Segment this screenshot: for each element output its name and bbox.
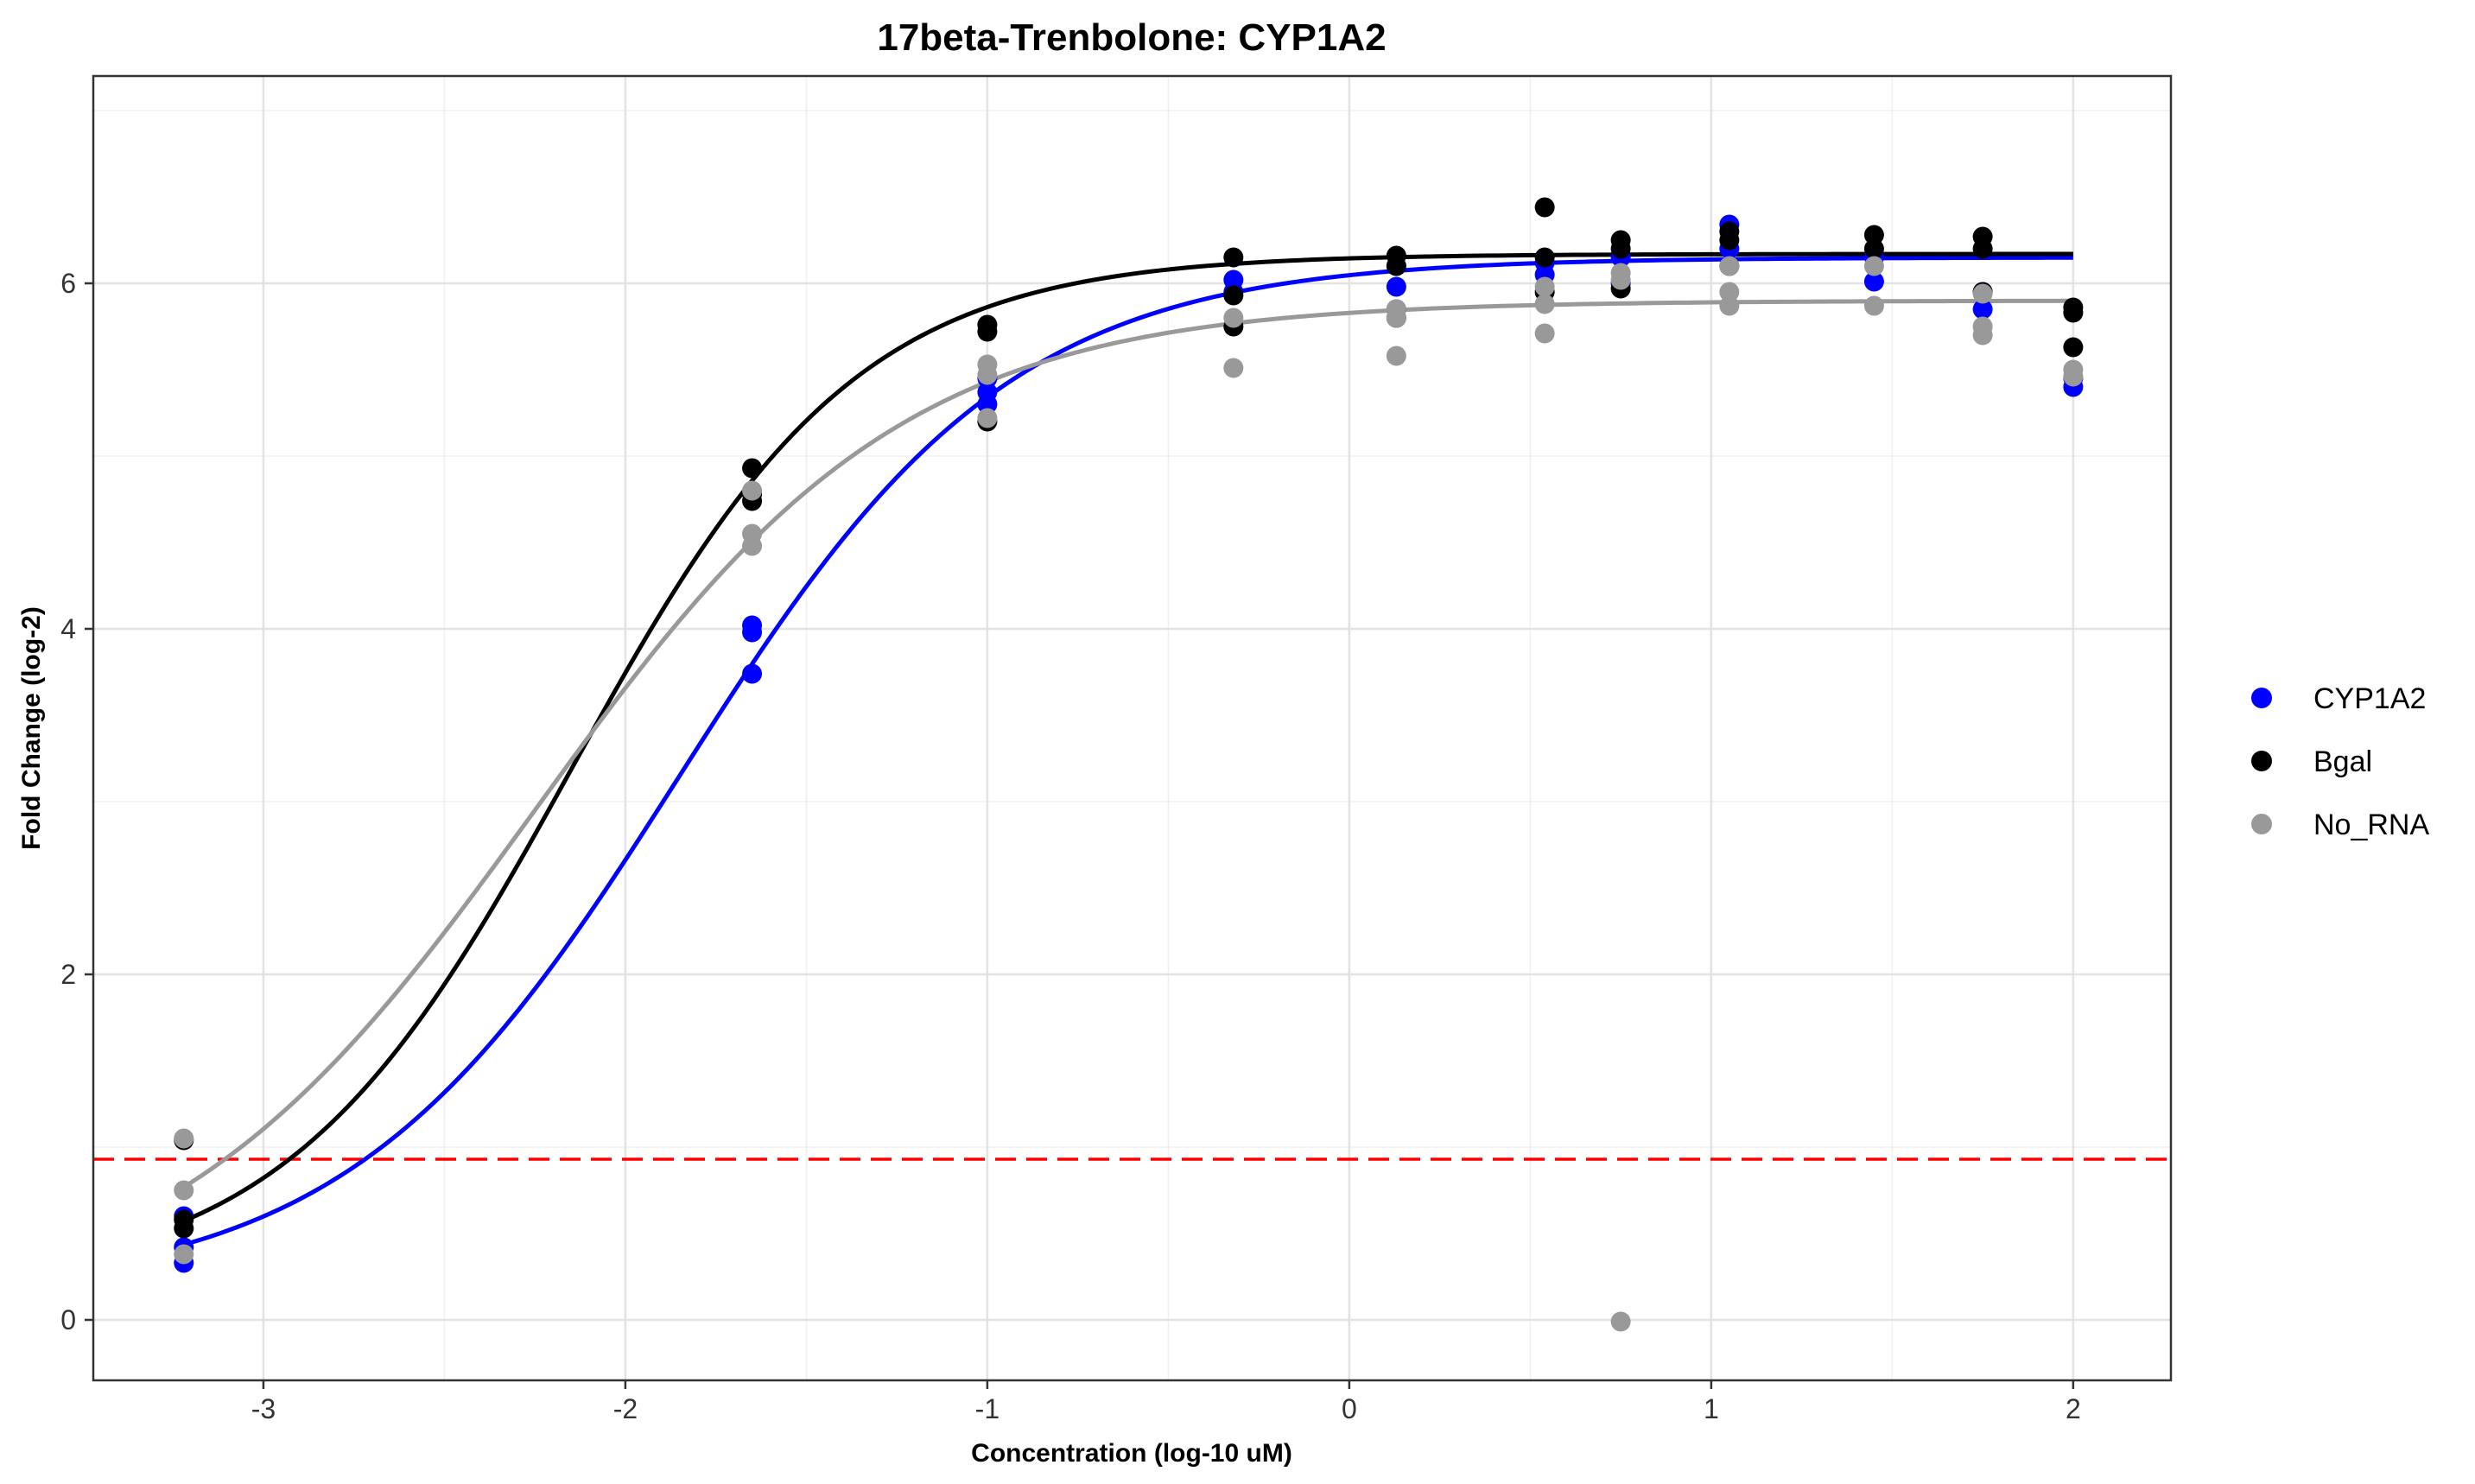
point-cyp1a2-10 <box>1223 270 1244 290</box>
point-bgal-29 <box>2063 337 2084 358</box>
point-bgal-16 <box>1534 247 1555 268</box>
legend-key-no-rna <box>2251 814 2272 834</box>
fit-curve-no-rna <box>182 298 2073 1189</box>
point-no-rna-13 <box>1386 299 1406 320</box>
grid-major <box>93 76 2171 1380</box>
x-tick-label-1: -2 <box>613 1393 638 1424</box>
grid-minor <box>93 76 2171 1380</box>
point-no-rna-8 <box>977 354 998 375</box>
point-bgal-17 <box>1534 197 1555 218</box>
legend-label-no-rna: No_RNA <box>2313 809 2429 841</box>
x-tick-label-3: 0 <box>1342 1393 1357 1424</box>
point-bgal-10 <box>1223 285 1244 306</box>
point-no-rna-9 <box>1223 358 1244 378</box>
point-cyp1a2-20 <box>1863 271 1884 292</box>
chart-title: 17beta-Trenbolone: CYP1A2 <box>877 16 1386 59</box>
x-axis-title: Concentration (log-10 uM) <box>971 1439 1292 1468</box>
point-bgal-20 <box>1610 230 1631 251</box>
y-tick-label-3: 6 <box>60 268 76 299</box>
point-no-rna-10 <box>1223 308 1244 328</box>
fit-curve-bgal <box>182 251 2073 1223</box>
point-no-rna-5 <box>742 480 763 501</box>
point-bgal-14 <box>1386 245 1406 266</box>
point-no-rna-22 <box>1719 256 1740 276</box>
point-no-rna-20 <box>1719 295 1740 316</box>
point-bgal-5 <box>742 458 763 479</box>
y-tick-label-1: 2 <box>60 959 76 990</box>
point-no-rna-16 <box>1534 276 1555 297</box>
point-no-rna-15 <box>1534 294 1555 314</box>
y-axis-title: Fold Change (log-2) <box>17 606 46 850</box>
point-no-rna-1 <box>174 1180 194 1201</box>
fit-curves <box>182 251 2073 1247</box>
point-no-rna-19 <box>1610 263 1631 283</box>
point-no-rna-26 <box>1972 316 1993 337</box>
legend-label-cyp1a2: CYP1A2 <box>2313 682 2426 715</box>
x-tick-label-5: 2 <box>2066 1393 2081 1424</box>
legend-label-bgal: Bgal <box>2313 745 2372 778</box>
point-cyp1a2-12 <box>1386 276 1406 297</box>
y-tick-label-0: 0 <box>60 1304 76 1335</box>
point-bgal-23 <box>1719 221 1740 242</box>
point-cyp1a2-7 <box>977 382 998 403</box>
point-no-rna-6 <box>977 408 998 428</box>
plot-panel-border <box>92 74 2173 1382</box>
point-no-rna-23 <box>1863 295 1884 316</box>
point-no-rna-4 <box>742 523 763 544</box>
legend-key-cyp1a2 <box>2251 688 2272 708</box>
point-bgal-8 <box>977 314 998 335</box>
point-no-rna-29 <box>2063 359 2084 380</box>
x-tick-label-0: -3 <box>251 1393 276 1424</box>
point-no-rna-27 <box>1972 283 1993 304</box>
point-no-rna-2 <box>174 1128 194 1149</box>
point-bgal-25 <box>1863 225 1884 245</box>
point-cyp1a2-22 <box>1972 299 1993 320</box>
point-bgal-1 <box>174 1209 194 1230</box>
legend: CYP1A2 Bgal No_RNA <box>2251 682 2429 841</box>
point-bgal-28 <box>1972 226 1993 247</box>
point-no-rna-24 <box>1863 256 1884 276</box>
y-tick-label-2: 4 <box>60 613 76 644</box>
data-points <box>174 197 2084 1332</box>
fit-curve-cyp1a2 <box>183 255 2073 1247</box>
point-no-rna-14 <box>1534 323 1555 344</box>
point-cyp1a2-3 <box>742 663 763 684</box>
y-axis-ticks: 0 2 4 6 <box>60 268 93 1335</box>
x-tick-label-4: 1 <box>1704 1393 1719 1424</box>
x-axis-ticks: -3 -2 -1 0 1 2 <box>251 1380 2081 1424</box>
point-no-rna-0 <box>174 1244 194 1265</box>
legend-key-bgal <box>2251 751 2272 771</box>
point-bgal-24 <box>1863 238 1884 259</box>
point-bgal-31 <box>2063 297 2084 318</box>
point-no-rna-17 <box>1610 1311 1631 1332</box>
point-cyp1a2-5 <box>742 615 763 636</box>
x-tick-label-2: -1 <box>975 1393 1000 1424</box>
point-bgal-11 <box>1223 247 1244 268</box>
point-no-rna-21 <box>1719 282 1740 302</box>
point-no-rna-11 <box>1386 346 1406 366</box>
